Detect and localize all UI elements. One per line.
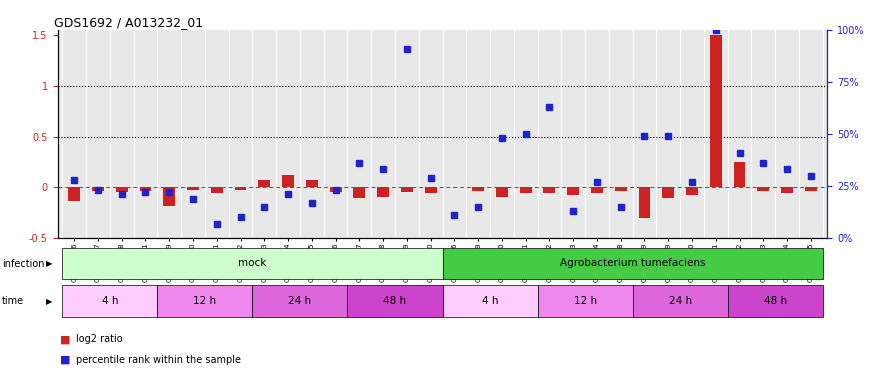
Text: 48 h: 48 h bbox=[764, 296, 787, 306]
Bar bbox=[62, 285, 158, 317]
Text: 12 h: 12 h bbox=[573, 296, 596, 306]
Bar bbox=[282, 175, 294, 188]
Text: GDS1692 / A013232_01: GDS1692 / A013232_01 bbox=[54, 16, 203, 29]
Bar bbox=[519, 188, 532, 194]
Bar bbox=[781, 188, 793, 194]
Bar bbox=[401, 188, 412, 192]
Text: log2 ratio: log2 ratio bbox=[76, 334, 123, 344]
Bar bbox=[425, 188, 436, 194]
Text: Agrobacterium tumefaciens: Agrobacterium tumefaciens bbox=[560, 258, 705, 268]
Bar bbox=[68, 188, 81, 201]
Bar bbox=[353, 188, 366, 198]
Bar bbox=[473, 188, 484, 191]
Bar bbox=[377, 188, 389, 196]
Bar bbox=[258, 180, 270, 188]
Bar bbox=[235, 188, 246, 190]
Text: 4 h: 4 h bbox=[102, 296, 118, 306]
Bar bbox=[92, 188, 104, 191]
Bar bbox=[727, 285, 823, 317]
Text: 24 h: 24 h bbox=[289, 296, 312, 306]
Bar bbox=[591, 188, 603, 194]
Text: 48 h: 48 h bbox=[383, 296, 406, 306]
Bar bbox=[187, 188, 199, 190]
Text: 12 h: 12 h bbox=[193, 296, 217, 306]
Bar bbox=[639, 188, 650, 218]
Bar bbox=[252, 285, 348, 317]
Bar bbox=[329, 188, 342, 192]
Bar bbox=[633, 285, 727, 317]
Bar bbox=[158, 285, 252, 317]
Text: 24 h: 24 h bbox=[668, 296, 692, 306]
Bar bbox=[686, 188, 698, 195]
Text: ▶: ▶ bbox=[46, 297, 52, 306]
Bar bbox=[758, 188, 769, 191]
Text: ■: ■ bbox=[60, 334, 71, 344]
Bar bbox=[710, 35, 722, 188]
Bar bbox=[140, 188, 151, 191]
Bar bbox=[804, 188, 817, 191]
Text: ▶: ▶ bbox=[46, 259, 52, 268]
Text: infection: infection bbox=[2, 259, 44, 268]
Bar bbox=[442, 285, 537, 317]
Bar bbox=[537, 285, 633, 317]
Bar bbox=[211, 188, 223, 194]
Text: percentile rank within the sample: percentile rank within the sample bbox=[76, 355, 241, 365]
Bar bbox=[62, 248, 442, 279]
Bar bbox=[348, 285, 442, 317]
Text: ■: ■ bbox=[60, 355, 71, 365]
Bar bbox=[442, 248, 823, 279]
Bar bbox=[615, 188, 627, 191]
Bar bbox=[116, 188, 127, 192]
Bar bbox=[567, 188, 579, 195]
Bar bbox=[734, 162, 745, 188]
Bar bbox=[306, 180, 318, 188]
Bar bbox=[662, 188, 674, 198]
Bar bbox=[543, 188, 556, 194]
Text: 4 h: 4 h bbox=[481, 296, 498, 306]
Bar bbox=[163, 188, 175, 206]
Text: time: time bbox=[2, 296, 24, 306]
Text: mock: mock bbox=[238, 258, 266, 268]
Bar bbox=[496, 188, 508, 196]
